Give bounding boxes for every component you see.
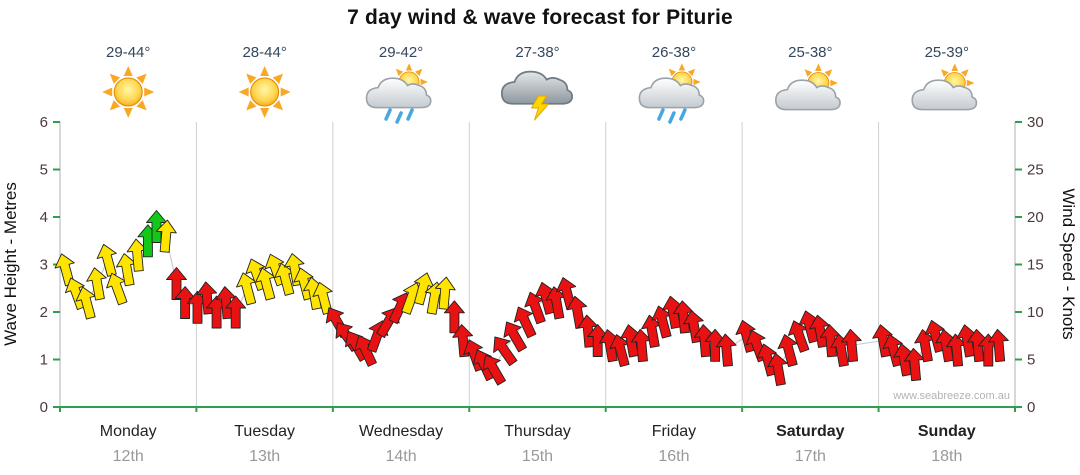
wind-arrow [86,267,107,301]
left-tick-label: 0 [40,399,48,416]
wind-arrow [443,300,465,334]
wind-arrow [503,321,527,353]
temp-range-label: 25-39° [925,44,969,61]
day-label: Thursday [504,423,571,440]
wind-arrow [872,324,893,358]
sun-shape [102,66,155,118]
raindrop [384,108,392,121]
wind-arrow [988,328,1009,363]
weather-icon-sun-showers [365,63,432,124]
raindrop [406,108,414,121]
wind-arrow [715,333,737,367]
day-label: Tuesday [234,423,295,440]
raindrop [679,108,687,121]
temp-range-label: 25-38° [788,44,832,61]
wind-arrow [493,336,518,367]
wind-arrow [155,219,177,253]
wind-arrow-series [54,210,1009,386]
date-label: 15th [522,448,553,465]
right-tick-label: 5 [1027,352,1035,369]
left-axis-title: Wave Height - Metres [1,182,20,346]
raindrop [657,108,665,121]
right-axis-title: Wind Speed - Knots [1059,188,1078,339]
raindrop [395,111,403,124]
right-tick-label: 10 [1027,304,1044,321]
wind-arrow [434,276,456,310]
temp-range-label: 29-44° [106,44,150,61]
date-label: 18th [931,448,962,465]
left-tick-label: 4 [40,209,48,226]
wind-arrow [777,334,798,368]
weather-icon-sunny [238,66,291,118]
right-tick-label: 0 [1027,399,1035,416]
page-title: 7 day wind & wave forecast for Piturie [347,6,733,29]
date-label: 14th [386,448,417,465]
temp-range-label: 28-44° [242,44,286,61]
cloud-shape [911,79,978,111]
weather-icon-partly-cloudy [775,63,841,111]
wind-arrow [840,328,862,363]
wind-arrow [767,352,788,386]
wind-arrow [482,354,506,386]
temp-range-label: 29-42° [379,44,423,61]
day-label: Sunday [918,423,976,440]
right-tick-label: 15 [1027,257,1044,274]
weather-icons-row [102,63,978,124]
day-labels-row: Monday 12th 29-44° Tuesday 13th 28-44° Wednesd… [100,44,976,465]
left-tick-label: 1 [40,352,48,369]
cloud-shape [500,70,574,105]
wind-arrow [293,267,314,301]
cloud-shape [775,79,841,111]
weather-icon-partly-cloudy [911,63,978,111]
left-tick-label: 2 [40,304,48,321]
date-label: 12th [113,448,144,465]
right-tick-label: 20 [1027,209,1044,226]
wind-arrow [166,267,187,300]
day-label: Monday [100,423,157,440]
left-tick-label: 3 [40,257,48,274]
raindrop [668,111,676,124]
left-tick-label: 6 [40,114,48,131]
wind-arrow [225,295,247,329]
cloud-shape [638,77,705,109]
date-label: 13th [249,448,280,465]
day-label: Saturday [776,423,845,440]
wind-arrow [64,277,87,311]
day-label: Wednesday [359,423,443,440]
temp-range-label: 27-38° [515,44,559,61]
sun-shape [238,66,291,118]
right-tick-label: 30 [1027,114,1044,131]
date-label: 16th [658,448,689,465]
watermark: www.seabreeze.com.au [892,390,1010,402]
weather-icon-sun-showers [638,63,705,124]
weather-icon-sunny [102,66,155,118]
temp-range-label: 26-38° [652,44,696,61]
wind-arrow [513,306,537,339]
right-tick-label: 25 [1027,162,1044,179]
day-label: Friday [652,423,696,440]
wind-arrow [735,319,756,353]
lightning-bolt [531,95,549,121]
cloud-shape [365,77,432,109]
date-label: 17th [795,448,826,465]
left-tick-label: 5 [40,162,48,179]
axes: 0 1 2 3 4 5 6 0 5 10 15 20 25 30 [40,114,1044,416]
day-grid [195,122,880,407]
weather-icon-thunderstorm [500,70,574,121]
